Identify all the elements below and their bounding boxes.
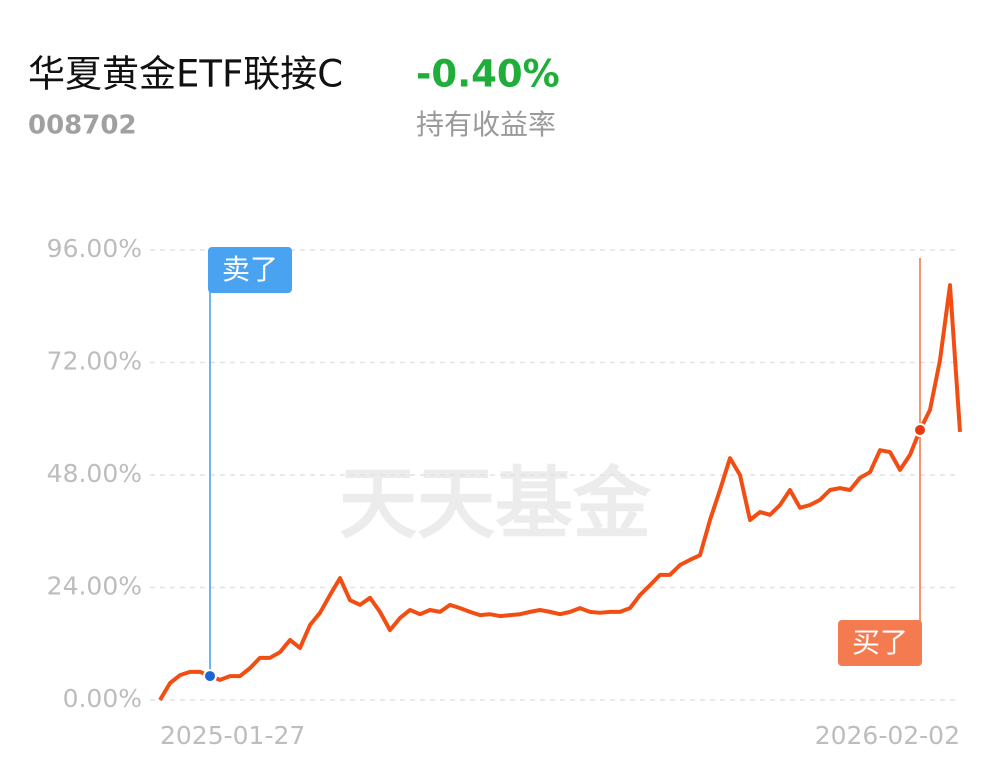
marker-label: 买了 [852,626,908,659]
marker-dot [913,423,927,437]
fund-name: 华夏黄金ETF联接C [28,53,343,96]
marker-dot [203,669,217,684]
fund-return: -0.40% [416,53,560,96]
y-tick-label: 48.00% [47,459,142,488]
y-tick-label: 72.00% [47,347,142,376]
y-tick-label: 96.00% [47,234,142,263]
line-series [158,283,962,702]
x-tick-label: 2026-02-02 [815,721,960,750]
x-tick-label: 2025-01-27 [160,721,305,750]
y-tick-label: 0.00% [63,684,142,713]
watermark: 天天基金 [339,459,652,550]
fund-code: 008702 [28,111,137,141]
marker-label: 卖了 [222,253,278,286]
return-label: 持有收益率 [416,108,556,141]
marker-flag [208,247,292,293]
marker-flag [838,620,922,666]
y-tick-label: 24.00% [47,572,142,601]
